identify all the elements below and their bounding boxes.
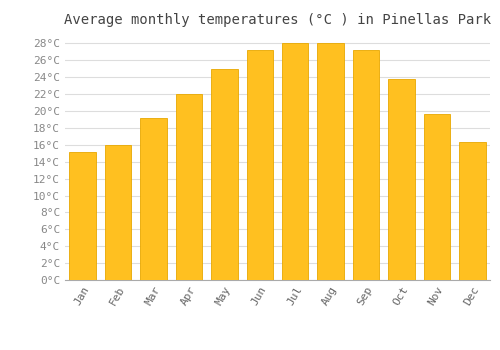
Bar xyxy=(105,145,132,280)
Bar xyxy=(176,94,202,280)
Bar xyxy=(70,153,96,280)
Bar xyxy=(140,118,167,280)
Bar xyxy=(246,50,273,280)
Title: Average monthly temperatures (°C ) in Pinellas Park: Average monthly temperatures (°C ) in Pi… xyxy=(64,13,491,27)
Bar xyxy=(318,43,344,280)
Bar xyxy=(459,142,485,280)
Bar xyxy=(353,50,380,280)
Bar xyxy=(211,69,238,280)
Bar xyxy=(282,43,308,280)
Bar xyxy=(388,79,414,280)
Bar xyxy=(424,113,450,280)
